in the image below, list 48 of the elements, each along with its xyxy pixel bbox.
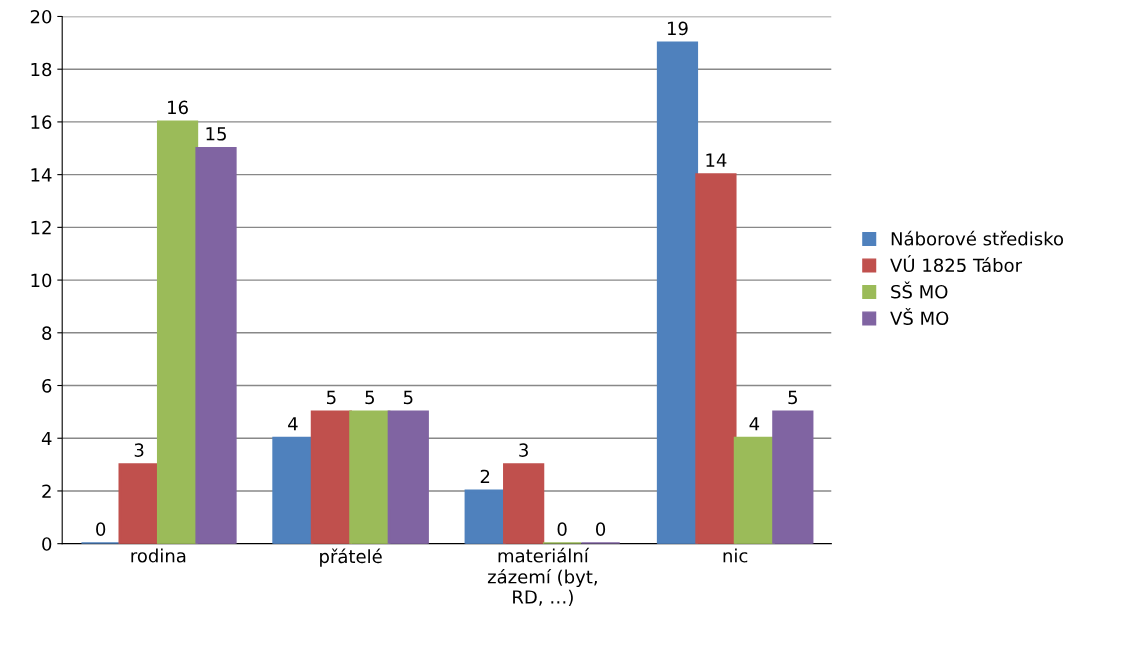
data-label: 5 (403, 390, 413, 405)
data-label: 3 (519, 443, 528, 457)
bar (464, 489, 506, 544)
y-tick-label: 16 (31, 115, 52, 130)
data-label: 5 (327, 390, 336, 405)
data-label: 0 (96, 522, 106, 537)
data-label: 0 (596, 522, 606, 537)
data-label: 19 (667, 21, 688, 36)
bar (503, 463, 545, 544)
bar (156, 120, 199, 544)
x-tick-label: přátelé (320, 548, 382, 567)
legend-label: VŠ MO (890, 308, 949, 326)
data-label: 2 (480, 469, 490, 484)
data-label: 5 (365, 390, 374, 405)
bar (195, 146, 237, 544)
y-tick-label: 14 (31, 168, 52, 182)
bar (349, 410, 391, 544)
x-tick-label: materiální zázemí (byt, RD, …) (487, 547, 597, 606)
legend-label: VÚ 1825 Tábor (890, 255, 1023, 273)
data-label: 4 (749, 417, 760, 431)
bar (733, 436, 775, 544)
data-label: 4 (288, 417, 298, 431)
y-tick-label: 6 (42, 378, 52, 393)
y-tick-label: 10 (31, 273, 52, 288)
data-label: 0 (557, 522, 567, 537)
bar (310, 410, 352, 544)
data-label: 14 (706, 153, 727, 167)
bar (387, 410, 429, 544)
x-tick-label: nic (723, 548, 748, 563)
data-label: 16 (168, 100, 188, 115)
y-tick-label: 18 (31, 62, 52, 77)
y-tick-label: 4 (41, 431, 52, 446)
y-tick-label: 8 (42, 326, 52, 340)
y-tick-label: 0 (42, 537, 52, 551)
bar (272, 436, 314, 544)
bar (695, 173, 737, 544)
y-tick-label: 12 (31, 220, 51, 235)
bar (772, 410, 814, 544)
legend-label: Náborové středisko (891, 230, 1064, 246)
bar (656, 41, 699, 544)
data-label: 3 (134, 443, 144, 457)
data-label: 5 (788, 390, 797, 405)
y-tick-label: 2 (42, 484, 51, 498)
bar (118, 463, 160, 544)
legend-label: SŠ MO (891, 281, 948, 299)
x-tick-label: rodina (131, 548, 186, 563)
data-label: 15 (206, 127, 226, 141)
y-tick-label: 20 (30, 9, 52, 24)
